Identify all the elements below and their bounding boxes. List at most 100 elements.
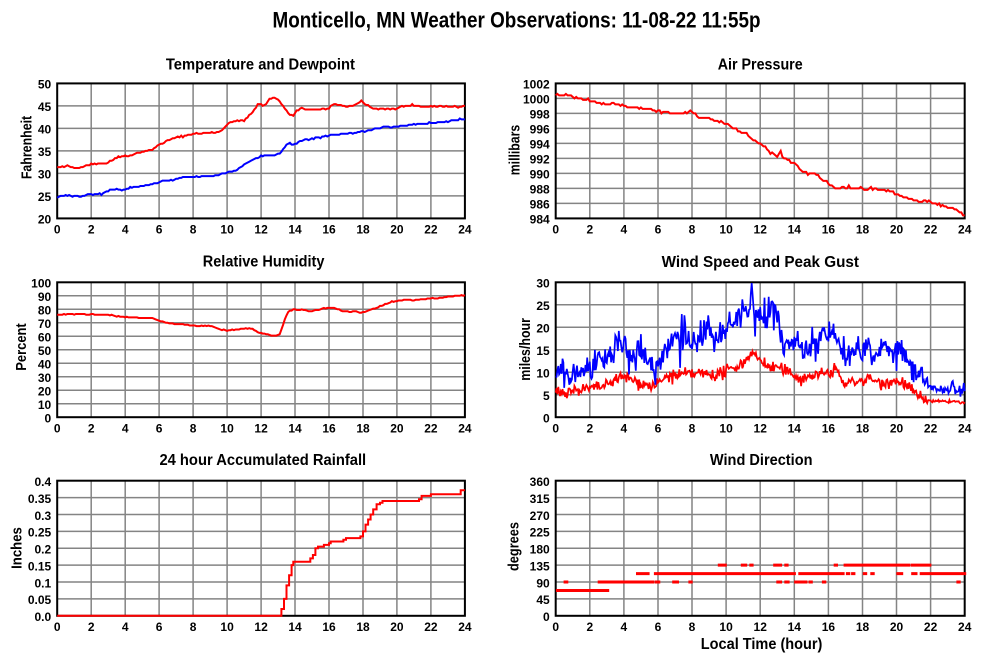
- svg-text:8: 8: [689, 223, 696, 237]
- svg-text:4: 4: [122, 421, 129, 435]
- svg-text:0: 0: [552, 223, 559, 237]
- svg-text:1000: 1000: [523, 93, 550, 107]
- svg-text:14: 14: [288, 421, 302, 435]
- svg-text:Inches: Inches: [8, 527, 25, 569]
- svg-text:10: 10: [220, 421, 234, 435]
- svg-text:10: 10: [719, 223, 733, 237]
- svg-text:35: 35: [38, 145, 52, 159]
- svg-text:22: 22: [924, 223, 938, 237]
- svg-text:0: 0: [54, 223, 61, 237]
- svg-text:6: 6: [156, 223, 163, 237]
- svg-text:24: 24: [958, 223, 972, 237]
- svg-text:20: 20: [890, 223, 904, 237]
- svg-text:45: 45: [536, 593, 550, 607]
- svg-text:22: 22: [424, 223, 438, 237]
- svg-text:90: 90: [38, 290, 52, 304]
- svg-text:Monticello, MN Weather Observa: Monticello, MN Weather Observations: 11-…: [273, 8, 761, 33]
- svg-text:40: 40: [38, 123, 52, 137]
- svg-text:315: 315: [530, 492, 550, 506]
- svg-text:8: 8: [190, 223, 197, 237]
- svg-text:0.1: 0.1: [35, 576, 52, 590]
- svg-text:10: 10: [38, 398, 52, 412]
- svg-text:20: 20: [390, 223, 404, 237]
- svg-text:18: 18: [356, 620, 370, 634]
- svg-text:0: 0: [552, 620, 559, 634]
- svg-text:16: 16: [822, 223, 836, 237]
- svg-text:Wind Speed and Peak Gust: Wind Speed and Peak Gust: [662, 254, 860, 271]
- svg-text:20: 20: [390, 620, 404, 634]
- svg-text:12: 12: [754, 223, 768, 237]
- svg-text:10: 10: [719, 620, 733, 634]
- svg-text:millibars: millibars: [506, 125, 523, 176]
- svg-text:100: 100: [31, 277, 51, 291]
- svg-text:2: 2: [88, 620, 95, 634]
- svg-text:0: 0: [543, 610, 550, 624]
- svg-text:16: 16: [822, 620, 836, 634]
- svg-text:30: 30: [536, 277, 550, 291]
- svg-text:10: 10: [220, 223, 234, 237]
- svg-text:16: 16: [322, 620, 336, 634]
- svg-text:70: 70: [38, 317, 52, 331]
- svg-text:Relative Humidity: Relative Humidity: [203, 253, 325, 270]
- svg-text:6: 6: [156, 620, 163, 634]
- svg-text:0.4: 0.4: [35, 475, 52, 489]
- svg-text:24: 24: [958, 421, 972, 435]
- svg-text:10: 10: [536, 367, 550, 381]
- svg-text:135: 135: [530, 559, 550, 573]
- svg-text:16: 16: [322, 421, 336, 435]
- svg-text:4: 4: [621, 223, 628, 237]
- svg-text:8: 8: [190, 620, 197, 634]
- svg-text:8: 8: [689, 620, 696, 634]
- svg-text:994: 994: [530, 138, 550, 152]
- svg-text:1002: 1002: [523, 78, 550, 92]
- svg-text:22: 22: [924, 421, 938, 435]
- svg-text:24: 24: [958, 620, 972, 634]
- svg-text:2: 2: [88, 421, 95, 435]
- svg-text:12: 12: [254, 421, 268, 435]
- svg-text:24 hour Accumulated Rainfall: 24 hour Accumulated Rainfall: [159, 452, 366, 469]
- svg-text:996: 996: [530, 123, 550, 137]
- svg-text:4: 4: [621, 421, 628, 435]
- svg-text:22: 22: [924, 620, 938, 634]
- svg-text:60: 60: [38, 331, 52, 345]
- svg-text:4: 4: [122, 620, 129, 634]
- svg-text:8: 8: [689, 421, 696, 435]
- svg-text:998: 998: [530, 108, 550, 122]
- svg-text:225: 225: [530, 526, 550, 540]
- svg-text:22: 22: [424, 421, 438, 435]
- svg-text:12: 12: [754, 620, 768, 634]
- svg-text:20: 20: [38, 213, 52, 227]
- svg-text:12: 12: [254, 620, 268, 634]
- svg-text:0: 0: [54, 421, 61, 435]
- svg-text:14: 14: [288, 223, 302, 237]
- svg-text:22: 22: [424, 620, 438, 634]
- svg-text:Percent: Percent: [13, 323, 30, 371]
- svg-text:5: 5: [543, 389, 550, 403]
- svg-text:12: 12: [254, 223, 268, 237]
- svg-text:14: 14: [788, 620, 802, 634]
- svg-text:0.2: 0.2: [35, 543, 52, 557]
- svg-text:0.15: 0.15: [28, 559, 52, 573]
- svg-text:18: 18: [856, 620, 870, 634]
- svg-text:18: 18: [856, 223, 870, 237]
- svg-text:0.0: 0.0: [35, 610, 52, 624]
- svg-text:14: 14: [288, 620, 302, 634]
- svg-text:50: 50: [38, 78, 52, 92]
- svg-text:986: 986: [530, 198, 550, 212]
- svg-text:0: 0: [54, 620, 61, 634]
- svg-text:180: 180: [530, 543, 550, 557]
- svg-text:degrees: degrees: [506, 522, 523, 571]
- svg-text:16: 16: [822, 421, 836, 435]
- svg-text:0: 0: [45, 412, 52, 426]
- svg-text:25: 25: [536, 299, 550, 313]
- svg-text:6: 6: [655, 620, 662, 634]
- svg-text:2: 2: [586, 223, 593, 237]
- svg-text:18: 18: [856, 421, 870, 435]
- svg-text:24: 24: [458, 421, 472, 435]
- svg-text:40: 40: [38, 358, 52, 372]
- svg-text:20: 20: [390, 421, 404, 435]
- svg-text:45: 45: [38, 100, 52, 114]
- svg-text:25: 25: [38, 190, 52, 204]
- svg-text:Local Time (hour): Local Time (hour): [701, 636, 823, 653]
- svg-text:984: 984: [530, 213, 550, 227]
